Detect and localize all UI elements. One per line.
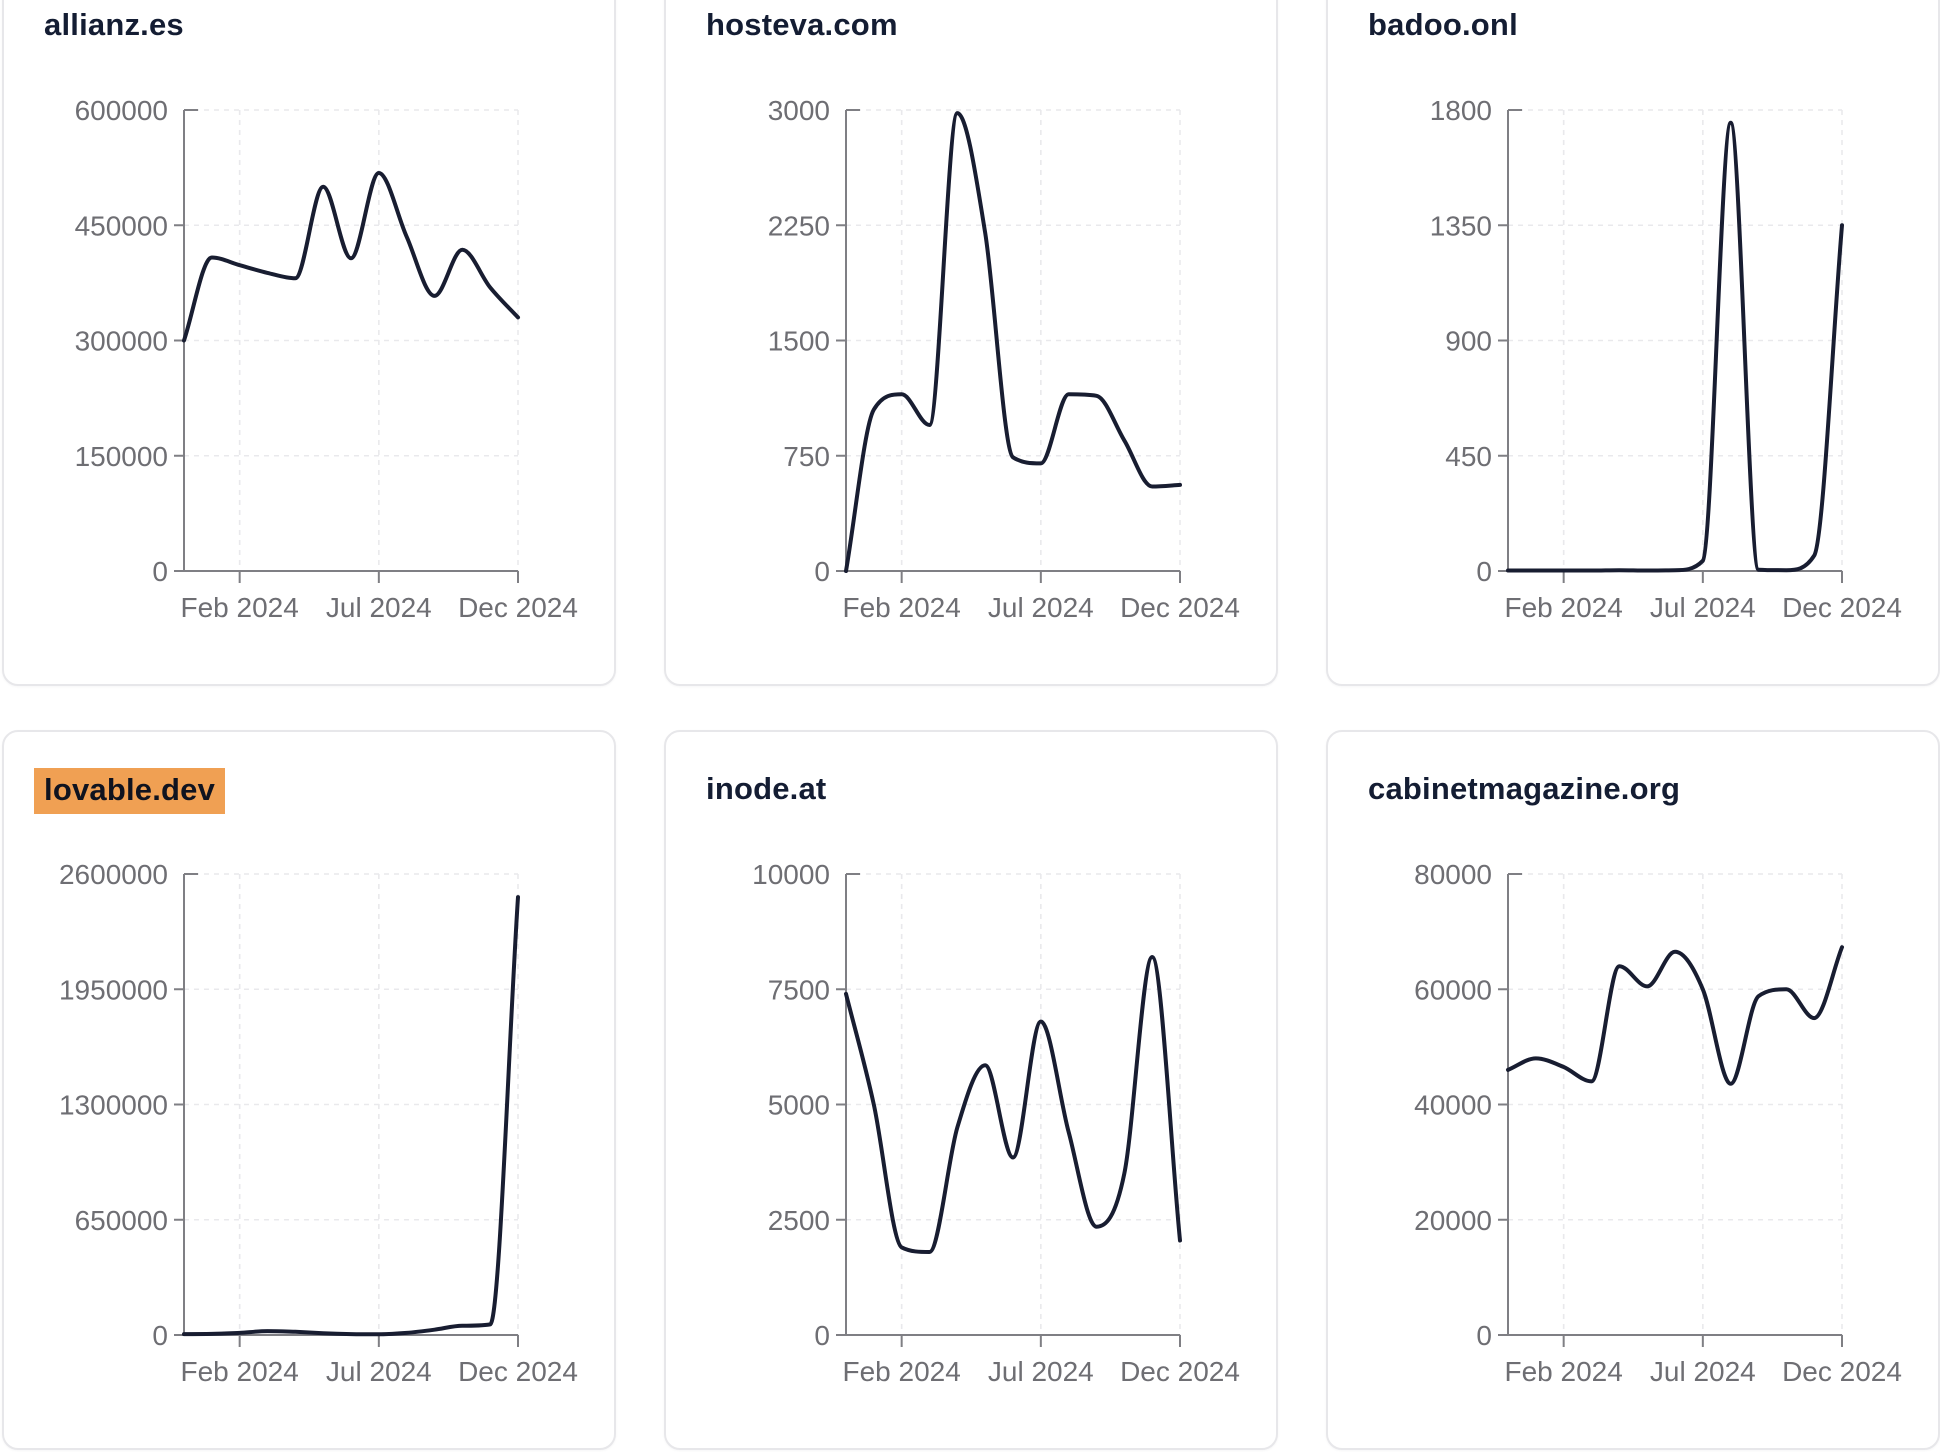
svg-text:450000: 450000 [75,210,168,241]
svg-text:40000: 40000 [1414,1090,1492,1121]
traffic-line-chart-lovable-dev[interactable]: 0 650000 1300000 1950000 2600000 Feb 2024 Jul … [4,812,618,1392]
svg-text:Feb 2024: Feb 2024 [1505,592,1623,623]
svg-text:0: 0 [152,1320,168,1351]
traffic-line-chart-hosteva-com[interactable]: 0 750 1500 2250 3000 Feb 2024 Jul 2024 Dec 2024 [666,48,1280,628]
svg-text:3000: 3000 [768,95,830,126]
svg-text:1950000: 1950000 [59,974,168,1005]
svg-text:10000: 10000 [752,859,830,890]
svg-text:0: 0 [1476,556,1492,587]
svg-text:80000: 80000 [1414,859,1492,890]
svg-text:Jul 2024: Jul 2024 [988,592,1094,623]
chart-title: badoo.onl [1368,7,1518,42]
svg-text:2500: 2500 [768,1205,830,1236]
svg-text:Feb 2024: Feb 2024 [843,592,961,623]
svg-text:Jul 2024: Jul 2024 [988,1356,1094,1387]
svg-text:750: 750 [783,441,830,472]
svg-text:2250: 2250 [768,210,830,241]
chart-card-cabinetmagazine-org[interactable]: cabinetmagazine.org 0 20000 40000 60000 8000… [1326,730,1940,1450]
svg-text:7500: 7500 [768,974,830,1005]
svg-text:900: 900 [1445,326,1492,357]
svg-text:Jul 2024: Jul 2024 [1650,1356,1756,1387]
svg-text:Dec 2024: Dec 2024 [1120,1356,1240,1387]
svg-text:Dec 2024: Dec 2024 [1782,1356,1902,1387]
svg-text:650000: 650000 [75,1205,168,1236]
svg-text:0: 0 [152,556,168,587]
svg-text:1500: 1500 [768,326,830,357]
svg-text:0: 0 [814,1320,830,1351]
chart-title: cabinetmagazine.org [1368,771,1681,806]
svg-text:Feb 2024: Feb 2024 [181,592,299,623]
svg-text:Jul 2024: Jul 2024 [326,592,432,623]
svg-text:Dec 2024: Dec 2024 [1120,592,1240,623]
svg-text:Jul 2024: Jul 2024 [1650,592,1756,623]
chart-card-badoo-onl[interactable]: badoo.onl 0 450 900 1350 1800 Feb 2024 Jul 202… [1326,0,1940,686]
chart-title: hosteva.com [706,7,898,42]
chart-card-inode-at[interactable]: inode.at 0 2500 5000 7500 10000 Feb 2024 Jul 2… [664,730,1278,1450]
svg-text:Dec 2024: Dec 2024 [1782,592,1902,623]
svg-text:Feb 2024: Feb 2024 [1505,1356,1623,1387]
svg-text:Feb 2024: Feb 2024 [181,1356,299,1387]
svg-text:Dec 2024: Dec 2024 [458,592,578,623]
svg-text:20000: 20000 [1414,1205,1492,1236]
svg-text:0: 0 [1476,1320,1492,1351]
svg-text:1800: 1800 [1430,95,1492,126]
svg-text:Feb 2024: Feb 2024 [843,1356,961,1387]
chart-title-highlighted: lovable.dev [34,768,226,814]
traffic-line-chart-inode-at[interactable]: 0 2500 5000 7500 10000 Feb 2024 Jul 2024 Dec 20… [666,812,1280,1392]
svg-text:Jul 2024: Jul 2024 [326,1356,432,1387]
svg-text:5000: 5000 [768,1090,830,1121]
svg-text:0: 0 [814,556,830,587]
svg-text:300000: 300000 [75,326,168,357]
chart-card-hosteva-com[interactable]: hosteva.com 0 750 1500 2250 3000 Feb 2024 Jul … [664,0,1278,686]
svg-text:Dec 2024: Dec 2024 [458,1356,578,1387]
chart-card-lovable-dev[interactable]: lovable.dev 0 650000 1300000 1950000 2600000… [2,730,616,1450]
svg-text:60000: 60000 [1414,974,1492,1005]
svg-text:1300000: 1300000 [59,1090,168,1121]
chart-title: inode.at [706,771,827,806]
svg-text:150000: 150000 [75,441,168,472]
chart-title: allianz.es [44,7,184,42]
traffic-line-chart-allianz-es[interactable]: 0 150000 300000 450000 600000 Feb 2024 Jul 202… [4,48,618,628]
svg-text:1350: 1350 [1430,210,1492,241]
traffic-line-chart-cabinetmagazine-org[interactable]: 0 20000 40000 60000 80000 Feb 2024 Jul 2024 Dec… [1328,812,1940,1392]
traffic-line-chart-badoo-onl[interactable]: 0 450 900 1350 1800 Feb 2024 Jul 2024 Dec 2024 [1328,48,1940,628]
svg-text:600000: 600000 [75,95,168,126]
chart-card-allianz-es[interactable]: allianz.es 0 150000 300000 450000 600000 Feb … [2,0,616,686]
svg-text:450: 450 [1445,441,1492,472]
svg-text:2600000: 2600000 [59,859,168,890]
